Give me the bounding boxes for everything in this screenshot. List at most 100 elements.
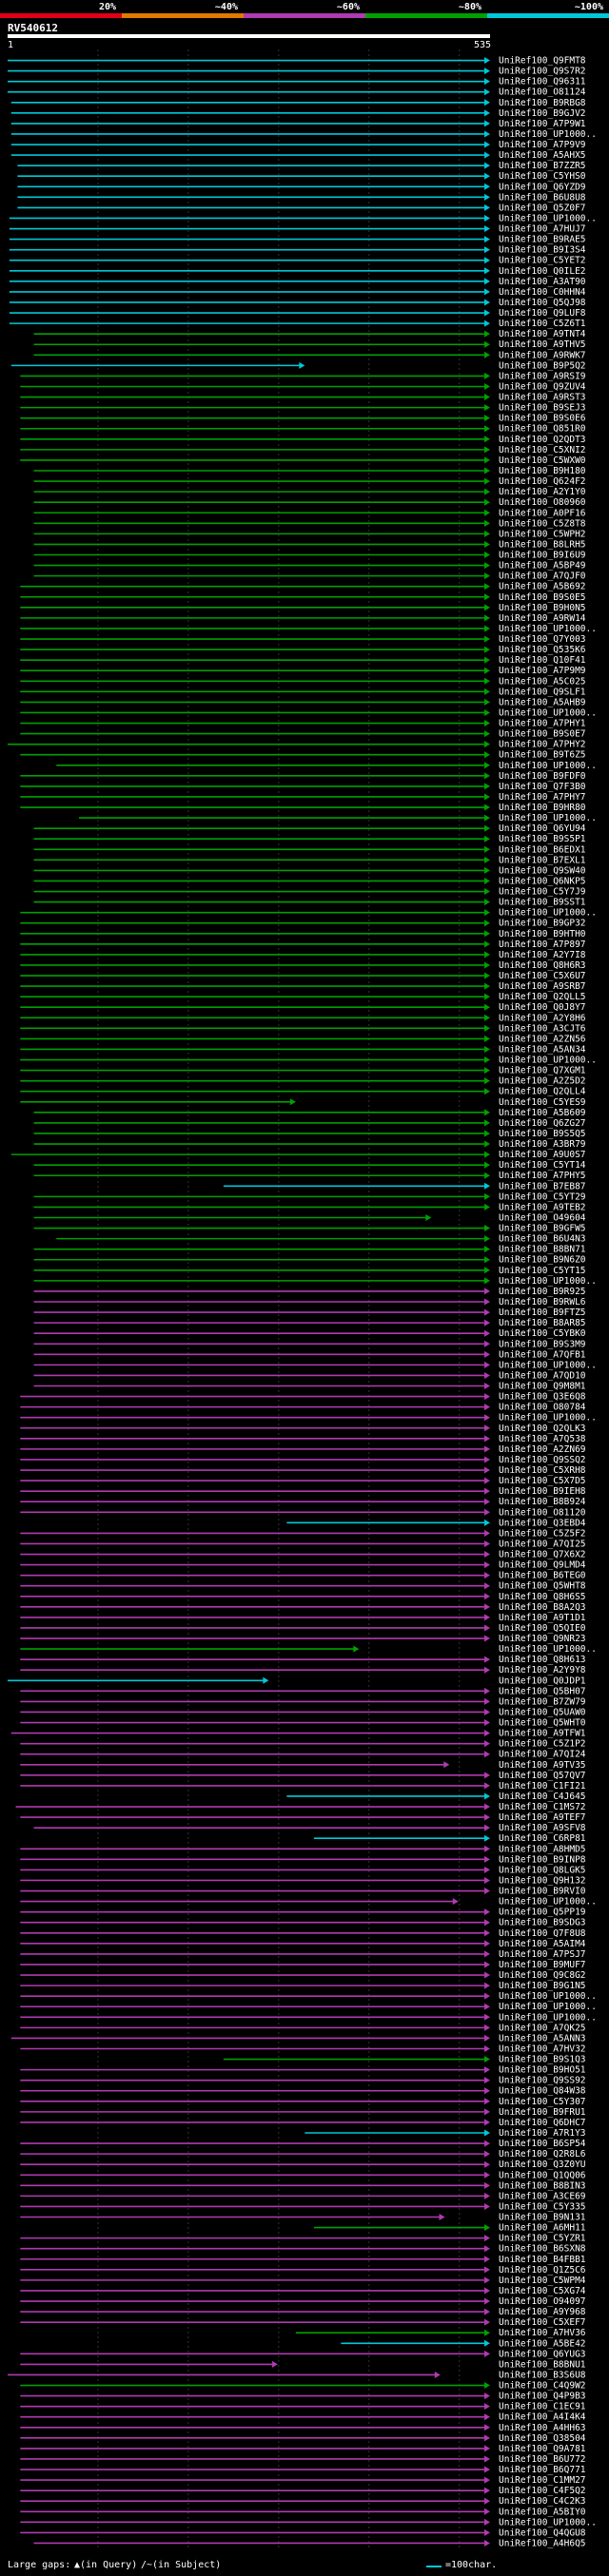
hit-label[interactable]: UniRef100_C5YT15 [499, 1266, 586, 1276]
hit-label[interactable]: UniRef100_B8AR85 [499, 1318, 586, 1328]
hit-label[interactable]: UniRef100_B9RBG8 [499, 98, 586, 108]
hit-label[interactable]: UniRef100_A7PHY5 [499, 1171, 586, 1181]
hit-label[interactable]: UniRef100_Q84W38 [499, 2086, 586, 2097]
hit-label[interactable]: UniRef100_A9TNT4 [499, 329, 586, 339]
hit-label[interactable]: UniRef100_B9SDG3 [499, 1918, 586, 1928]
hit-label[interactable]: UniRef100_C0HHN4 [499, 287, 586, 298]
hit-label[interactable]: UniRef100_A2Y1Y0 [499, 487, 586, 497]
hit-label[interactable]: UniRef100_A3CJT6 [499, 1023, 586, 1034]
hit-label[interactable]: UniRef100_Q9M8M1 [499, 1382, 586, 1392]
hit-label[interactable]: UniRef100_Q0ILE2 [499, 266, 586, 277]
hit-label[interactable]: UniRef100_C6RP81 [499, 1833, 586, 1844]
hit-label[interactable]: UniRef100_B9T6Z5 [499, 750, 586, 761]
hit-label[interactable]: UniRef100_B6U772 [499, 2454, 586, 2465]
hit-label[interactable]: UniRef100_A9THV5 [499, 339, 586, 350]
hit-label[interactable]: UniRef100_A5B609 [499, 1108, 586, 1118]
hit-label[interactable]: UniRef100_Q0J8Y7 [499, 1002, 586, 1013]
hit-label[interactable]: UniRef100_A5C025 [499, 676, 586, 687]
hit-label[interactable]: UniRef100_O94097 [499, 2296, 586, 2307]
hit-label[interactable]: UniRef100_A4H6Q5 [499, 2538, 586, 2548]
hit-label[interactable]: UniRef100_B9RAE5 [499, 235, 586, 245]
hit-label[interactable]: UniRef100_UP1000.. [499, 1991, 597, 2002]
hit-label[interactable]: UniRef100_C5YHS0 [499, 171, 586, 182]
hit-label[interactable]: UniRef100_Q2QDT3 [499, 435, 586, 445]
hit-label[interactable]: UniRef100_UP1000.. [499, 624, 597, 634]
hit-label[interactable]: UniRef100_UP1000.. [499, 1276, 597, 1287]
hit-label[interactable]: UniRef100_A4I4K4 [499, 2412, 586, 2423]
hit-label[interactable]: UniRef100_Q9A781 [499, 2444, 586, 2454]
hit-label[interactable]: UniRef100_A7P9M9 [499, 666, 586, 676]
hit-label[interactable]: UniRef100_Q7F3B0 [499, 782, 586, 792]
hit-label[interactable]: UniRef100_UP1000.. [499, 2517, 597, 2528]
hit-label[interactable]: UniRef100_C5X6U7 [499, 971, 586, 981]
hit-label[interactable]: UniRef100_Q851R0 [499, 424, 586, 435]
hit-label[interactable]: UniRef100_B9S0E5 [499, 592, 586, 603]
hit-label[interactable]: UniRef100_C4F5Q2 [499, 2486, 586, 2496]
hit-label[interactable]: UniRef100_A9RSI9 [499, 371, 586, 381]
hit-label[interactable]: UniRef100_UP1000.. [499, 1360, 597, 1370]
hit-label[interactable]: UniRef100_Q5WHT8 [499, 1581, 586, 1592]
hit-label[interactable]: UniRef100_A6MH11 [499, 2223, 586, 2234]
hit-label[interactable]: UniRef100_A5ANN3 [499, 2033, 586, 2043]
hit-label[interactable]: UniRef100_B7EB87 [499, 1181, 586, 1191]
hit-label[interactable]: UniRef100_O81120 [499, 1507, 586, 1518]
hit-label[interactable]: UniRef100_UP1000.. [499, 1413, 597, 1424]
hit-label[interactable]: UniRef100_Q5QIE0 [499, 1623, 586, 1634]
hit-label[interactable]: UniRef100_A9Y968 [499, 2307, 586, 2317]
hit-label[interactable]: UniRef100_C5Y7J9 [499, 887, 586, 898]
hit-label[interactable]: UniRef100_A7QI25 [499, 1539, 586, 1549]
hit-label[interactable]: UniRef100_C4Q9W2 [499, 2381, 586, 2392]
hit-label[interactable]: UniRef100_Q3EBD4 [499, 1518, 586, 1528]
hit-label[interactable]: UniRef100_Q6DHC7 [499, 2118, 586, 2128]
hit-label[interactable]: UniRef100_A9RW14 [499, 613, 586, 624]
hit-label[interactable]: UniRef100_B8B924 [499, 1497, 586, 1507]
hit-label[interactable]: UniRef100_Q2QLL4 [499, 1087, 586, 1097]
hit-label[interactable]: UniRef100_Q6YZD9 [499, 182, 586, 192]
hit-label[interactable]: UniRef100_A2ZN56 [499, 1034, 586, 1044]
hit-label[interactable]: UniRef100_UP1000.. [499, 213, 597, 223]
hit-label[interactable]: UniRef100_C4C2K3 [499, 2496, 586, 2507]
hit-label[interactable]: UniRef100_Q8H6R3 [499, 960, 586, 971]
hit-label[interactable]: UniRef100_Q9LMD4 [499, 1560, 586, 1571]
hit-label[interactable]: UniRef100_A7Q538 [499, 1434, 586, 1444]
hit-label[interactable]: UniRef100_A3CE69 [499, 2191, 586, 2201]
hit-label[interactable]: UniRef100_Q3E6Q8 [499, 1392, 586, 1403]
hit-label[interactable]: UniRef100_Q8H6S5 [499, 1592, 586, 1602]
hit-label[interactable]: UniRef100_B4FBB1 [499, 2255, 586, 2265]
hit-label[interactable]: UniRef100_A9T1D1 [499, 1613, 586, 1623]
hit-label[interactable]: UniRef100_A2Y8H6 [499, 1013, 586, 1023]
hit-label[interactable]: UniRef100_Q4P9B3 [499, 2392, 586, 2402]
hit-label[interactable]: UniRef100_A7HV32 [499, 2043, 586, 2054]
hit-label[interactable]: UniRef100_B9H180 [499, 466, 586, 476]
hit-label[interactable]: UniRef100_A7QI24 [499, 1750, 586, 1760]
hit-label[interactable]: UniRef100_B9HO51 [499, 2065, 586, 2076]
hit-label[interactable]: UniRef100_Q1Z5C6 [499, 2265, 586, 2276]
hit-label[interactable]: UniRef100_UP1000.. [499, 813, 597, 823]
hit-label[interactable]: UniRef100_Q57QV7 [499, 1771, 586, 1781]
hit-label[interactable]: UniRef100_B9S5Q5 [499, 1129, 586, 1139]
hit-label[interactable]: UniRef100_A7PHY7 [499, 792, 586, 803]
hit-label[interactable]: UniRef100_Q7XGM1 [499, 1066, 586, 1076]
hit-label[interactable]: UniRef100_Q6YU94 [499, 823, 586, 834]
hit-label[interactable]: UniRef100_Q8H613 [499, 1655, 586, 1665]
hit-label[interactable]: UniRef100_Q9LUF8 [499, 308, 586, 319]
hit-label[interactable]: UniRef100_B9GP32 [499, 919, 586, 929]
hit-label[interactable]: UniRef100_C5YT14 [499, 1160, 586, 1171]
hit-label[interactable]: UniRef100_Q4QGU8 [499, 2528, 586, 2538]
hit-label[interactable]: UniRef100_C5Z8T8 [499, 518, 586, 529]
hit-label[interactable]: UniRef100_B9SST1 [499, 898, 586, 908]
hit-label[interactable]: UniRef100_Q9H132 [499, 1875, 586, 1886]
hit-label[interactable]: UniRef100_A9RWK7 [499, 350, 586, 360]
hit-label[interactable]: UniRef100_Q9SLF1 [499, 687, 586, 697]
hit-label[interactable]: UniRef100_A0PF16 [499, 508, 586, 518]
hit-label[interactable]: UniRef100_B9FDF0 [499, 771, 586, 782]
hit-label[interactable]: UniRef100_B6EDX1 [499, 844, 586, 855]
hit-label[interactable]: UniRef100_C5WPM4 [499, 2276, 586, 2286]
hit-label[interactable]: UniRef100_C5YET2 [499, 256, 586, 266]
hit-label[interactable]: UniRef100_B9R925 [499, 1287, 586, 1297]
hit-label[interactable]: UniRef100_Q38504 [499, 2433, 586, 2444]
hit-label[interactable]: UniRef100_Q624F2 [499, 476, 586, 487]
hit-label[interactable]: UniRef100_B9S3M9 [499, 1339, 586, 1349]
hit-label[interactable]: UniRef100_B6SP54 [499, 2139, 586, 2149]
hit-label[interactable]: UniRef100_A5AHB9 [499, 697, 586, 707]
